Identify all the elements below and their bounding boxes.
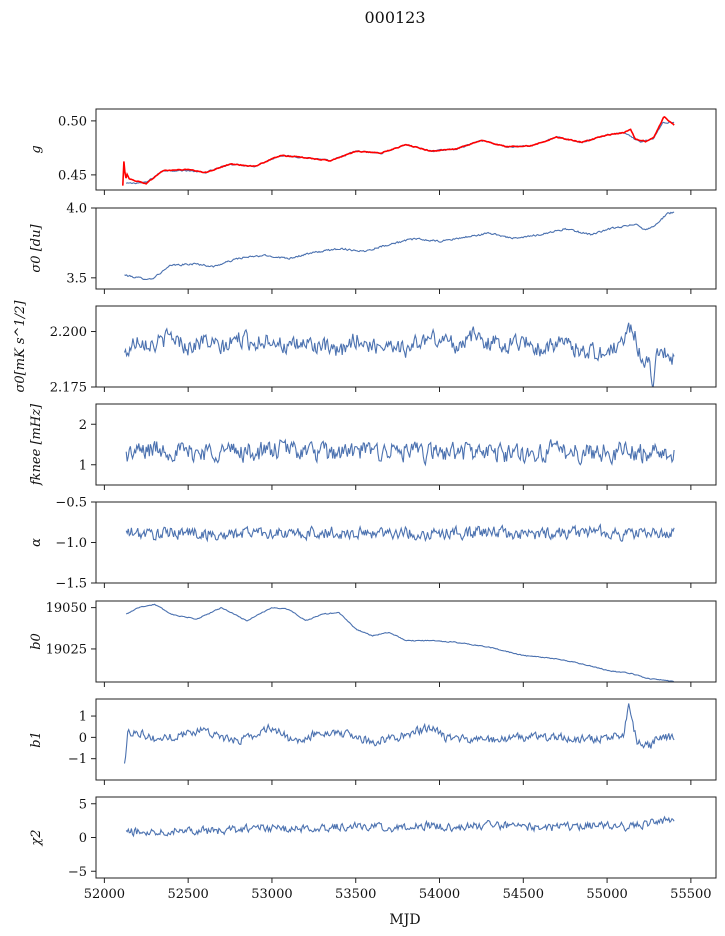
x-tick-label: 55000 [586,887,627,902]
y-tick-label: −1.0 [55,536,87,551]
x-axis-label: MJD [389,912,420,928]
axes-frame [95,698,717,781]
subplot-stack: 0.45 0.50 g 3.5 4.0 σ0 [du] 2.175 2.200 σ0[mK s^… [13,108,717,902]
y-tick-label: 5 [79,797,87,812]
x-tick-label: 54000 [419,887,460,902]
series-line-1 [123,322,675,387]
series-line-1 [125,438,675,467]
subplot-4: 1 2 fknee [mHz] [29,403,717,490]
subplot-7: −1 0 1 b1 [29,698,717,785]
y-axis-label: g [29,145,44,153]
y-tick-label: 0.50 [58,114,87,129]
y-axis-label: b0 [29,633,44,650]
subplot-8: −5 0 5 52000 52500 53000 53500 54000 54500 55000 5… [29,796,717,902]
y-tick-label: −5 [68,865,87,880]
subplot-3: 2.175 2.200 σ0[mK s^1/2] [13,300,717,396]
y-tick-label: 2.200 [50,325,87,340]
axes-frame [95,108,717,191]
series-line-1 [125,523,675,543]
y-tick-label: 2.175 [50,381,87,396]
x-tick-label: 53000 [251,887,292,902]
y-axis-label: α [29,538,44,547]
y-tick-label: −1 [68,752,87,767]
y-tick-label: 4.0 [66,202,87,217]
series-line-2 [122,115,675,186]
y-tick-label: −0.5 [55,496,87,511]
axes-frame [95,501,717,584]
y-axis-label: χ2 [29,829,44,846]
figure-title: 000123 [364,8,425,27]
series-line-1 [125,121,675,185]
y-axis-label: b1 [29,731,44,748]
series-line-1 [123,703,675,764]
y-axis-label: σ0 [du] [29,224,44,273]
x-tick-label: 55500 [670,887,711,902]
y-tick-label: 1 [79,710,87,725]
subplot-2: 3.5 4.0 σ0 [du] [29,202,717,294]
y-tick-label: 0 [79,831,87,846]
y-tick-label: 0.45 [58,168,87,183]
x-tick-label: 53500 [335,887,376,902]
y-tick-label: 3.5 [66,271,87,286]
x-tick-label: 54500 [503,887,544,902]
subplot-5: −1.5 −1.0 −0.5 α [29,496,717,592]
axes-frame [95,403,717,486]
y-tick-label: −1.5 [55,577,87,592]
x-tick-label: 52000 [84,887,125,902]
series-line-1 [125,603,675,682]
axes-frame [95,207,717,290]
y-axis-label: fknee [mHz] [29,403,44,486]
y-tick-label: 19025 [46,642,87,657]
subplot-1: 0.45 0.50 g [29,108,717,195]
y-axis-label: σ0[mK s^1/2] [13,300,28,393]
axes-frame [95,796,717,879]
y-tick-label: 0 [79,731,87,746]
y-tick-label: 19050 [46,601,87,616]
x-tick-label: 52500 [167,887,208,902]
series-line-1 [124,211,675,281]
series-line-1 [125,815,675,838]
subplot-6: 19025 19050 b0 [29,600,717,687]
axes-frame [95,305,717,388]
y-tick-label: 2 [79,418,87,433]
axes-frame [95,600,717,683]
y-tick-label: 1 [79,458,87,473]
